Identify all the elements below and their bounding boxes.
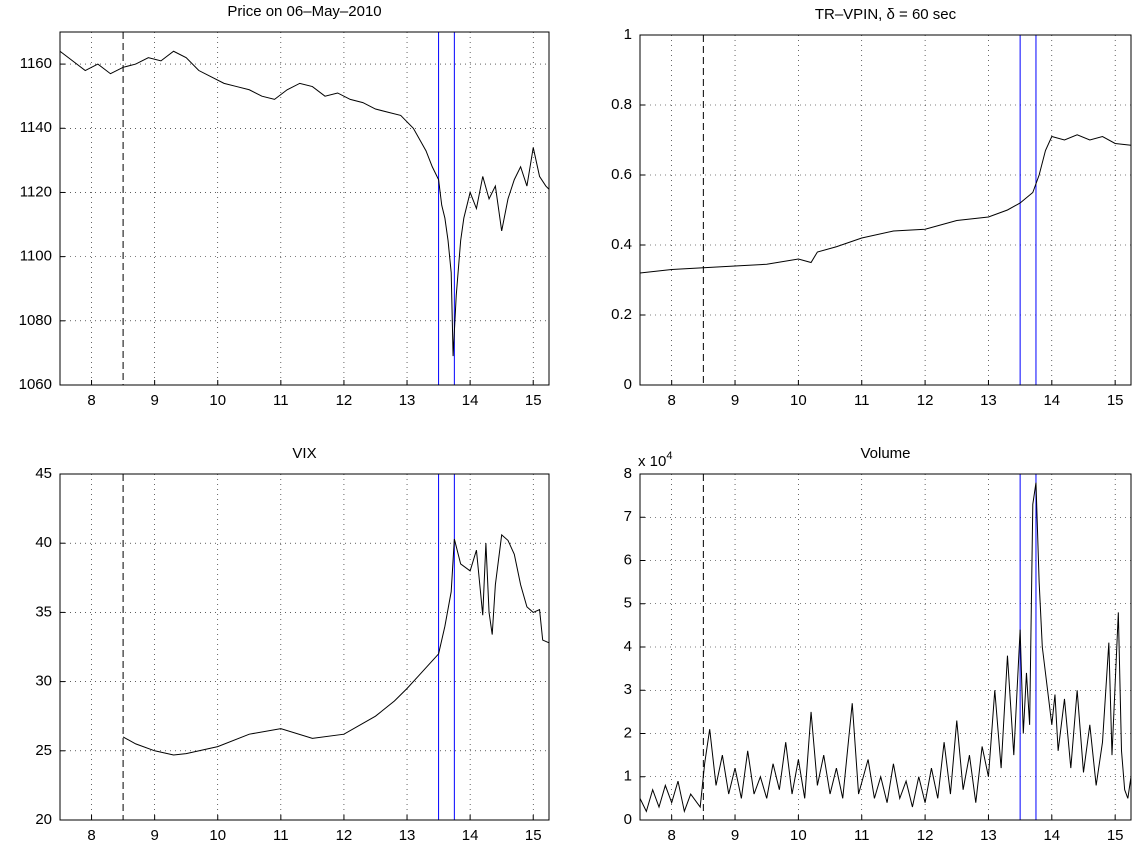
x-tick-label: 14	[462, 827, 479, 844]
y-tick-label: 1080	[19, 312, 52, 329]
y-tick-label: 7	[624, 508, 632, 525]
series-line	[59, 50, 550, 357]
x-tick-label: 14	[1043, 827, 1060, 844]
x-tick-label: 15	[525, 392, 542, 409]
y-scale-exponent: 4	[666, 450, 672, 462]
y-tick-label: 1100	[20, 248, 52, 265]
y-tick-label: 0	[624, 376, 632, 393]
y-tick-label: 0.6	[611, 166, 632, 183]
y-tick-label: 0.4	[611, 236, 632, 253]
x-tick-label: 13	[399, 827, 416, 844]
x-tick-label: 15	[1107, 827, 1124, 844]
y-scale-base: x 10	[638, 453, 666, 470]
x-tick-label: 15	[1107, 392, 1124, 409]
subplot-title: Volume	[860, 445, 910, 462]
y-tick-label: 1120	[20, 183, 52, 200]
y-tick-label: 6	[624, 551, 632, 568]
x-tick-label: 8	[668, 827, 676, 844]
y-tick-label: 35	[35, 603, 52, 620]
x-tick-label: 13	[980, 827, 997, 844]
subplot: Price on 06–May–2010 1060 1080 1100 1120 1140…	[19, 3, 550, 409]
x-tick-label: 12	[336, 827, 353, 844]
series-line	[122, 533, 550, 756]
x-tick-label: 8	[87, 392, 95, 409]
y-scale-label: x 104	[638, 450, 672, 470]
subplot-title: VIX	[292, 445, 316, 462]
plot-frame	[59, 473, 550, 821]
y-tick-label: 20	[35, 811, 52, 828]
y-tick-label: 1	[624, 768, 632, 785]
x-tick-label: 15	[525, 827, 542, 844]
x-tick-label: 12	[336, 392, 353, 409]
x-tick-label: 14	[462, 392, 479, 409]
x-tick-label: 9	[731, 392, 739, 409]
x-tick-label: 14	[1043, 392, 1060, 409]
x-tick-label: 8	[668, 392, 676, 409]
y-tick-label: 0	[624, 811, 632, 828]
x-tick-label: 10	[790, 392, 807, 409]
plot-frame	[639, 34, 1132, 386]
y-tick-label: 3	[624, 681, 632, 698]
y-tick-label: 4	[624, 638, 632, 655]
y-tick-label: 0.2	[611, 306, 632, 323]
x-tick-label: 11	[854, 827, 870, 844]
subplot: TR–VPIN, δ = 60 sec 0 0.2 0.4 0.6 0.8 1 8 9 10 11 1…	[611, 6, 1132, 409]
x-tick-label: 9	[150, 827, 158, 844]
subplot: VIX 20 25 30 35 40 45 8 9 10 11 12 13 14 15	[35, 445, 550, 844]
x-tick-label: 13	[980, 392, 997, 409]
series-line	[639, 482, 1132, 814]
y-tick-label: 40	[35, 534, 52, 551]
x-tick-label: 12	[917, 827, 934, 844]
x-tick-label: 11	[273, 827, 289, 844]
y-tick-label: 0.8	[611, 96, 632, 113]
y-tick-label: 25	[35, 742, 52, 759]
x-tick-label: 8	[87, 827, 95, 844]
x-tick-label: 10	[209, 827, 226, 844]
y-tick-label: 30	[35, 673, 52, 690]
y-tick-label: 1	[624, 26, 632, 43]
subplot-title: TR–VPIN, δ = 60 sec	[815, 6, 957, 23]
y-tick-label: 5	[624, 595, 632, 612]
x-tick-label: 9	[150, 392, 158, 409]
x-tick-label: 9	[731, 827, 739, 844]
x-tick-label: 12	[917, 392, 934, 409]
x-tick-label: 10	[209, 392, 226, 409]
x-tick-label: 10	[790, 827, 807, 844]
x-tick-label: 11	[273, 392, 289, 409]
y-tick-label: 45	[35, 465, 52, 482]
series-line	[639, 134, 1132, 274]
subplot-title: Price on 06–May–2010	[227, 3, 381, 20]
plot-frame	[639, 473, 1132, 821]
y-tick-label: 8	[624, 465, 632, 482]
y-tick-label: 2	[624, 724, 632, 741]
y-tick-label: 1160	[20, 55, 52, 72]
x-tick-label: 11	[854, 392, 870, 409]
x-tick-label: 13	[399, 392, 416, 409]
y-tick-label: 1060	[19, 376, 52, 393]
y-tick-label: 1140	[20, 119, 52, 136]
plot-frame	[59, 31, 550, 386]
